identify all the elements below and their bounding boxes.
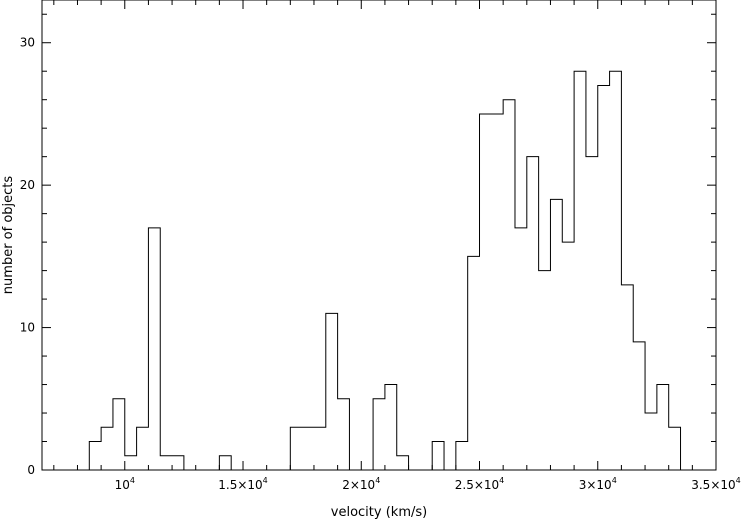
x-tick-label: 1.5×104 [218, 476, 268, 492]
y-tick-label: 20 [20, 178, 35, 192]
histogram-bin [314, 427, 326, 470]
histogram-bin [491, 114, 503, 470]
histogram-bin [148, 228, 160, 470]
histogram-bin [645, 413, 657, 470]
plot-frame [41, 0, 717, 471]
histogram-bins [89, 71, 680, 470]
histogram-bin [527, 157, 539, 470]
histogram-bin [562, 242, 574, 470]
histogram-bin [480, 114, 492, 470]
histogram-bin [385, 385, 397, 470]
x-tick-label: 2.5×104 [455, 476, 505, 492]
histogram-bin [432, 442, 444, 470]
histogram-bin [219, 456, 231, 470]
histogram-bin [468, 256, 480, 470]
histogram-bin [89, 442, 101, 470]
histogram-bin [290, 427, 302, 470]
histogram-bin [160, 456, 172, 470]
histogram-bin [113, 399, 125, 470]
histogram-bin [610, 71, 622, 470]
x-tick-label: 3.5×104 [691, 476, 741, 492]
y-tick-label: 0 [27, 463, 35, 477]
histogram-bin [586, 157, 598, 470]
x-tick-label: 3×104 [579, 476, 617, 492]
histogram-bin [515, 228, 527, 470]
histogram-bin [574, 71, 586, 470]
x-axis-label: velocity (km/s) [331, 505, 427, 520]
histogram-bin [373, 399, 385, 470]
x-tick-label: 2×104 [342, 476, 380, 492]
x-tick-label: 104 [115, 476, 135, 492]
histogram-bin [503, 100, 515, 470]
histogram-bin [125, 456, 137, 470]
histogram-bin [326, 313, 338, 470]
histogram-bin [550, 199, 562, 470]
histogram-bin [657, 385, 669, 470]
histogram-bin [172, 456, 184, 470]
y-tick-label: 30 [20, 36, 35, 50]
histogram-bin [669, 427, 681, 470]
histogram-bin [302, 427, 314, 470]
histogram-bin [338, 399, 350, 470]
histogram-bin [137, 427, 149, 470]
histogram-bin [456, 442, 468, 470]
histogram-bin [539, 271, 551, 470]
histogram-bin [633, 342, 645, 470]
histogram-bin [101, 427, 113, 470]
y-tick-label: 10 [20, 321, 35, 335]
tick-labels: 104 1.5×104 2×104 2.5×104 3×104 3.5×104 0 10 20 3… [20, 36, 741, 492]
y-axis-label: number of objects [1, 176, 16, 295]
histogram-bin [397, 456, 409, 470]
histogram-outline [88, 70, 682, 471]
axis-ticks [42, 0, 717, 471]
histogram-bin [621, 285, 633, 470]
histogram-bin [598, 85, 610, 470]
